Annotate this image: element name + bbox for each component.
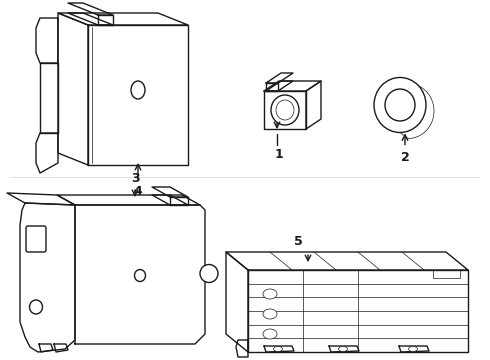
Polygon shape bbox=[40, 63, 58, 133]
Ellipse shape bbox=[263, 289, 277, 299]
Polygon shape bbox=[399, 346, 429, 352]
Polygon shape bbox=[264, 346, 294, 352]
Ellipse shape bbox=[385, 89, 415, 121]
Polygon shape bbox=[236, 340, 248, 357]
Text: 1: 1 bbox=[274, 148, 283, 161]
Polygon shape bbox=[264, 81, 321, 91]
Polygon shape bbox=[266, 83, 278, 91]
Ellipse shape bbox=[131, 81, 145, 99]
Polygon shape bbox=[20, 203, 75, 352]
Polygon shape bbox=[75, 205, 205, 344]
Polygon shape bbox=[58, 13, 88, 165]
Ellipse shape bbox=[273, 346, 283, 351]
Polygon shape bbox=[98, 15, 113, 25]
Ellipse shape bbox=[339, 346, 347, 351]
Polygon shape bbox=[58, 13, 188, 25]
Polygon shape bbox=[306, 81, 321, 129]
Ellipse shape bbox=[276, 100, 294, 120]
Ellipse shape bbox=[409, 346, 417, 351]
Ellipse shape bbox=[29, 300, 43, 314]
FancyBboxPatch shape bbox=[26, 226, 46, 252]
Polygon shape bbox=[264, 91, 306, 129]
Polygon shape bbox=[226, 252, 468, 270]
Ellipse shape bbox=[271, 95, 299, 125]
Polygon shape bbox=[266, 81, 293, 91]
Polygon shape bbox=[226, 252, 248, 352]
Polygon shape bbox=[248, 270, 468, 352]
Text: 3: 3 bbox=[131, 172, 139, 185]
Ellipse shape bbox=[200, 265, 218, 283]
Polygon shape bbox=[36, 18, 58, 63]
Polygon shape bbox=[57, 195, 200, 205]
Polygon shape bbox=[7, 193, 75, 205]
Polygon shape bbox=[266, 73, 293, 83]
Ellipse shape bbox=[263, 309, 277, 319]
Ellipse shape bbox=[263, 329, 277, 339]
Polygon shape bbox=[36, 133, 58, 173]
Text: 2: 2 bbox=[401, 150, 409, 163]
Polygon shape bbox=[68, 3, 113, 15]
Polygon shape bbox=[433, 270, 460, 278]
Polygon shape bbox=[39, 344, 53, 352]
Polygon shape bbox=[152, 195, 188, 205]
Text: 4: 4 bbox=[134, 185, 143, 198]
Text: 5: 5 bbox=[294, 235, 302, 248]
Polygon shape bbox=[329, 346, 359, 352]
Polygon shape bbox=[54, 344, 68, 352]
Ellipse shape bbox=[374, 77, 426, 132]
Polygon shape bbox=[152, 187, 188, 197]
Polygon shape bbox=[170, 197, 188, 205]
Polygon shape bbox=[88, 25, 188, 165]
Ellipse shape bbox=[134, 270, 146, 282]
Polygon shape bbox=[68, 13, 113, 25]
